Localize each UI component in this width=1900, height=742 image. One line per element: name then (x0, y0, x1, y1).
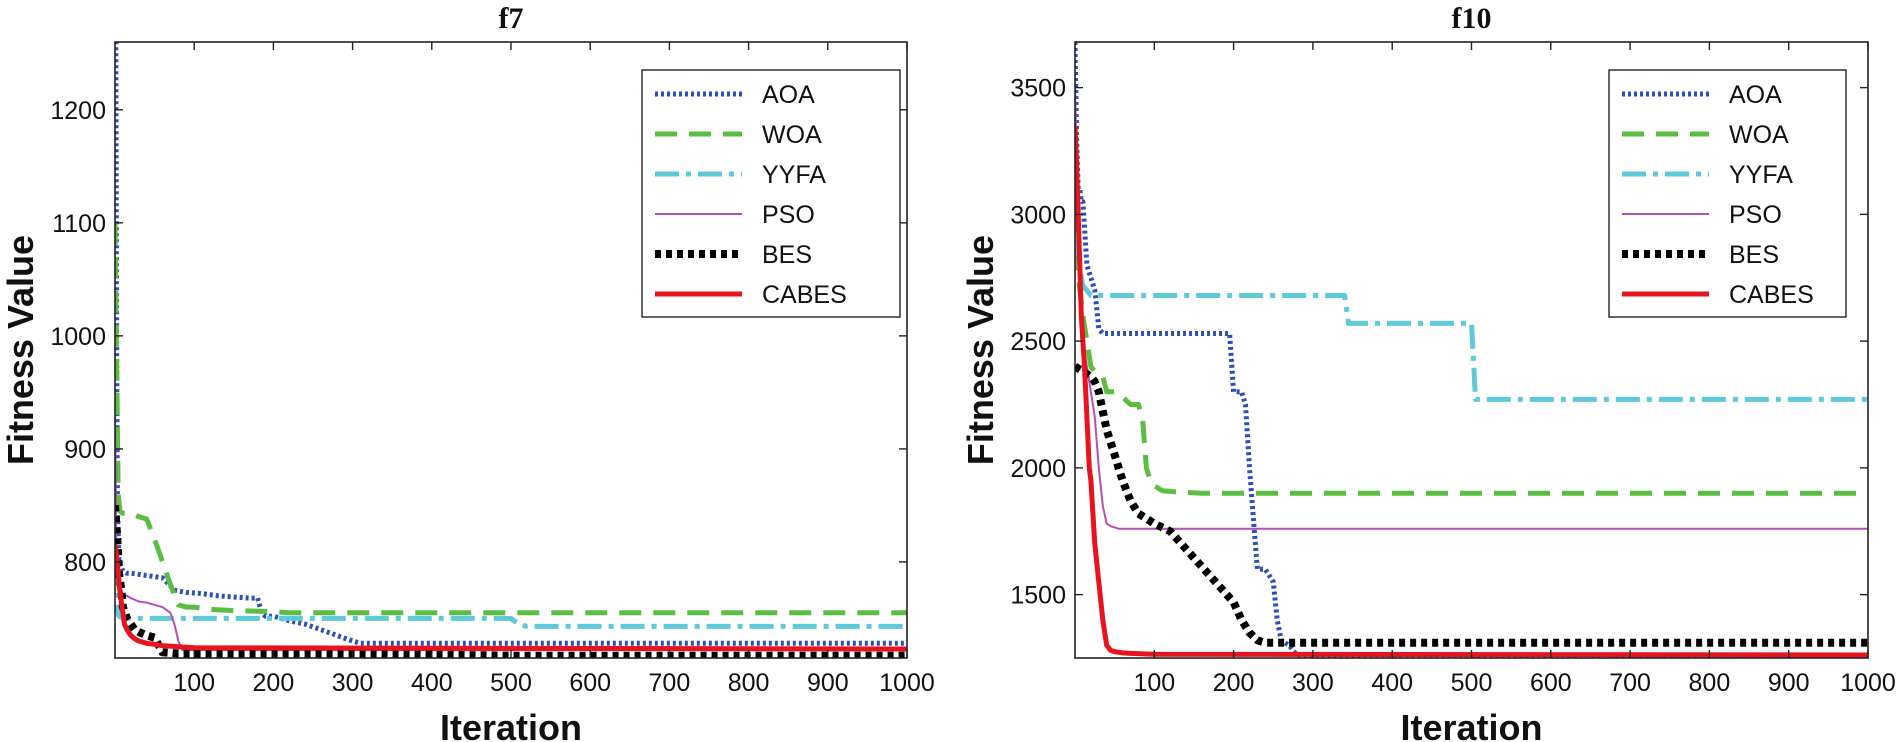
legend-label-woa: WOA (1729, 121, 1789, 149)
series-line-cabes (115, 544, 907, 652)
legend-label-bes: BES (1729, 241, 1779, 269)
y-tick-label: 800 (64, 549, 106, 577)
x-tick-label: 600 (569, 669, 611, 697)
x-tick-label: 400 (411, 669, 453, 697)
y-tick-label: 3000 (1010, 201, 1066, 229)
legend-label-yyfa: YYFA (762, 161, 826, 189)
series-group (115, 42, 907, 658)
series-group (1075, 42, 1868, 658)
x-tick-label: 300 (1292, 669, 1334, 697)
legend: AOA WOA YYFA PSO BES CABES (1608, 69, 1847, 318)
x-axis-label: Iteration (440, 707, 582, 742)
x-tick-label: 800 (728, 669, 770, 697)
x-tick-label: 500 (490, 669, 532, 697)
legend-label-aoa: AOA (1729, 81, 1782, 109)
legend-label-yyfa: YYFA (1729, 161, 1793, 189)
x-tick-label: 100 (173, 669, 215, 697)
chart-f7: 100 200 300 400 500 600 700 800 900 1000 800 900 100… (0, 2, 935, 742)
y-tick-label: 2500 (1010, 328, 1066, 356)
x-tick-label: 1000 (1840, 669, 1896, 697)
x-tick-label: 1000 (879, 669, 935, 697)
y-axis-label: Fitness Value (0, 235, 41, 465)
series-line-aoa (1075, 42, 1868, 658)
x-tick-label: 700 (1609, 669, 1651, 697)
legend-label-cabes: CABES (762, 281, 847, 309)
x-tick-label: 600 (1530, 669, 1572, 697)
legend-label-cabes: CABES (1729, 281, 1814, 309)
y-tick-label: 900 (64, 436, 106, 464)
legend: AOA WOA YYFA PSO BES CABES (641, 69, 901, 318)
legend-label-pso: PSO (762, 201, 815, 229)
x-tick-label: 900 (1768, 669, 1810, 697)
legend-label-aoa: AOA (762, 81, 815, 109)
x-tick-label: 500 (1451, 669, 1493, 697)
legend-label-bes: BES (762, 241, 812, 269)
legend-label-pso: PSO (1729, 201, 1782, 229)
x-axis-label: Iteration (1400, 707, 1542, 742)
y-tick-label: 1200 (50, 97, 106, 125)
legend-label-woa: WOA (762, 121, 822, 149)
x-tick-label: 100 (1133, 669, 1175, 697)
y-tick-label: 1100 (52, 210, 106, 238)
y-tick-label: 1500 (1010, 582, 1066, 610)
x-tick-label: 900 (807, 669, 849, 697)
series-line-yyfa (115, 561, 907, 629)
x-tick-label: 400 (1371, 669, 1413, 697)
chart-title: f10 (1452, 2, 1492, 35)
x-tick-label: 700 (649, 669, 691, 697)
x-tick-label: 300 (332, 669, 374, 697)
y-tick-label: 2000 (1010, 455, 1066, 483)
legend-box (641, 69, 901, 318)
x-tick-label: 800 (1689, 669, 1731, 697)
series-line-aoa (115, 42, 907, 646)
series-line-woa (115, 222, 907, 616)
series-line-bes (1075, 363, 1868, 647)
y-tick-label: 3500 (1010, 75, 1066, 103)
chart-f10: 100 200 300 400 500 600 700 800 900 1000 1500 2000 2… (960, 2, 1896, 742)
x-tick-label: 200 (1213, 669, 1255, 697)
legend-box (1608, 69, 1847, 318)
series-line-woa (1075, 214, 1868, 496)
chart-title: f7 (499, 2, 524, 35)
series-line-cabes (1075, 125, 1868, 658)
x-tick-label: 200 (253, 669, 295, 697)
y-tick-label: 1000 (50, 323, 106, 351)
y-axis-label: Fitness Value (960, 235, 1001, 465)
